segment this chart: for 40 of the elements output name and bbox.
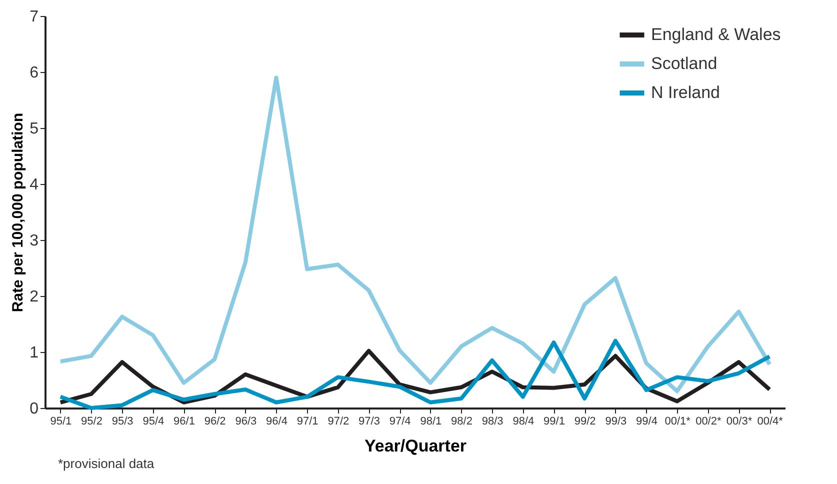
x-tick-label: 98/1: [420, 416, 442, 428]
x-tick-label: 97/2: [328, 416, 350, 428]
x-tick-label: 99/1: [544, 416, 565, 428]
x-tick-label: 00/3*: [726, 416, 753, 428]
y-tick-label: 0: [30, 400, 39, 418]
line-series: [58, 76, 772, 394]
y-tick-label: 1: [30, 344, 39, 362]
x-tick-label: 95/1: [50, 416, 72, 428]
x-tick-label: 00/4*: [757, 416, 784, 428]
x-tick-label: 96/3: [235, 416, 257, 428]
legend-label: England & Wales: [651, 25, 781, 44]
x-tick-label: 98/2: [451, 416, 472, 428]
x-tick-label: 96/4: [266, 416, 288, 428]
x-axis-title: Year/Quarter: [364, 436, 467, 456]
x-tick-label: 97/4: [389, 416, 411, 428]
x-tick-label: 00/1*: [664, 416, 692, 428]
legend-label: N Ireland: [651, 83, 720, 102]
x-tick-label: 99/3: [605, 416, 627, 428]
text: *provisional data: [58, 456, 154, 471]
y-tick-label: 3: [30, 232, 39, 250]
x-tick-label: 95/3: [112, 416, 134, 428]
legend-label: Scotland: [651, 54, 718, 73]
x-tick-label: 95/4: [142, 416, 164, 428]
line-series: [58, 338, 772, 410]
y-tick-label: 7: [30, 8, 39, 26]
y-axis-title: Rate per 100,000 population: [10, 112, 27, 312]
x-tick-label: 97/3: [358, 416, 380, 428]
y-tick-label: 4: [30, 176, 39, 194]
x-tick-label: 95/2: [81, 416, 102, 428]
x-tick-label: 00/2*: [696, 416, 722, 428]
x-tick-label: 98/4: [512, 416, 534, 428]
x-tick-label: 99/2: [574, 416, 596, 428]
y-tick-label: 6: [30, 64, 39, 82]
x-tick-label: 96/2: [204, 416, 226, 428]
x-tick-label: 98/3: [482, 416, 504, 428]
x-tick-label: 97/1: [296, 416, 318, 428]
x-tick-label: 99/4: [636, 416, 658, 428]
y-tick-label: 5: [30, 120, 39, 138]
x-tick-label: 96/1: [174, 416, 195, 428]
y-tick-label: 2: [30, 288, 39, 306]
